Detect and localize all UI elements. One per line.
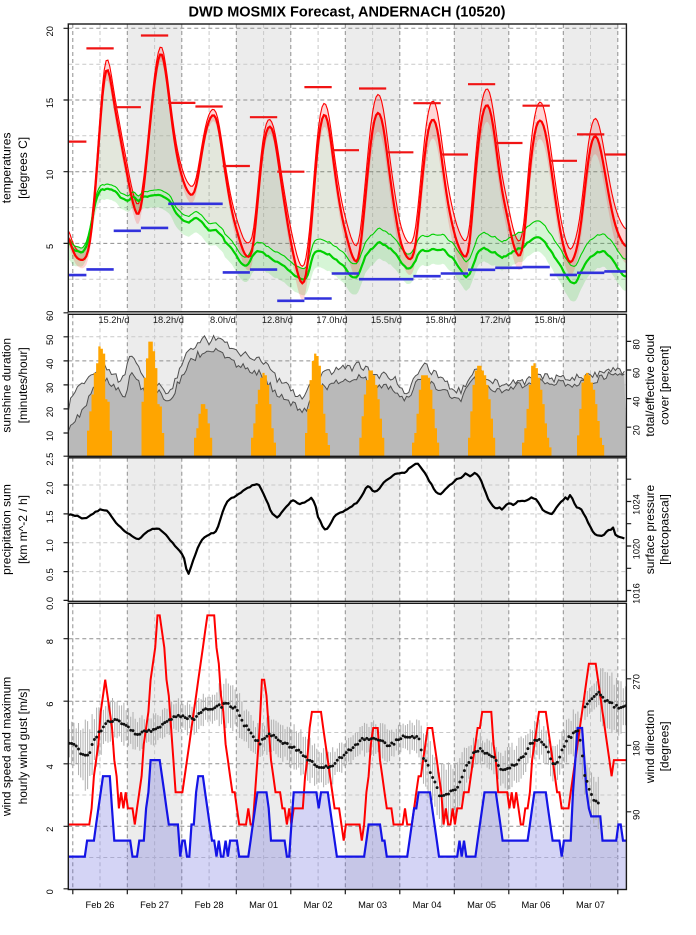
svg-text:[degrees]: [degrees]: [658, 721, 672, 771]
svg-text:0: 0: [45, 889, 55, 894]
svg-text:hourly wind gust [m/s]: hourly wind gust [m/s]: [16, 688, 30, 804]
svg-text:Mar 06: Mar 06: [522, 900, 551, 910]
svg-text:15.8h/d: 15.8h/d: [534, 315, 565, 325]
svg-text:0.0: 0.0: [45, 597, 55, 610]
svg-text:1024: 1024: [632, 494, 642, 515]
svg-text:wind speed and maximum: wind speed and maximum: [0, 677, 14, 817]
svg-text:20: 20: [632, 425, 642, 435]
svg-text:18.2h/d: 18.2h/d: [153, 315, 184, 325]
svg-text:2: 2: [45, 827, 55, 832]
svg-text:2.0: 2.0: [45, 482, 55, 495]
svg-text:270: 270: [632, 674, 642, 690]
svg-text:0.5: 0.5: [45, 568, 55, 581]
svg-text:surface pressure: surface pressure: [643, 484, 657, 574]
svg-text:6: 6: [45, 702, 55, 707]
svg-text:20: 20: [45, 407, 55, 417]
svg-text:80: 80: [632, 339, 642, 349]
svg-text:[degrees C]: [degrees C]: [16, 137, 30, 199]
svg-text:90: 90: [632, 810, 642, 820]
svg-text:20: 20: [45, 26, 55, 36]
svg-text:8: 8: [45, 639, 55, 644]
svg-text:wind direction: wind direction: [643, 710, 657, 784]
svg-text:Mar 01: Mar 01: [249, 900, 278, 910]
svg-text:[km m^-2 / h]: [km m^-2 / h]: [16, 495, 30, 564]
svg-text:12.8h/d: 12.8h/d: [262, 315, 293, 325]
svg-text:10: 10: [45, 170, 55, 180]
svg-text:sunshine duration: sunshine duration: [0, 338, 14, 433]
svg-text:cover [percent]: cover [percent]: [658, 346, 672, 425]
svg-text:4: 4: [45, 764, 55, 769]
svg-text:Mar 02: Mar 02: [304, 900, 333, 910]
svg-text:[minutes/hour]: [minutes/hour]: [16, 347, 30, 423]
svg-text:17.2h/d: 17.2h/d: [480, 315, 511, 325]
svg-text:Feb 28: Feb 28: [195, 900, 224, 910]
svg-text:Feb 26: Feb 26: [86, 900, 115, 910]
svg-text:60: 60: [632, 368, 642, 378]
svg-text:Mar 03: Mar 03: [358, 900, 387, 910]
svg-text:temperatures: temperatures: [0, 133, 14, 204]
svg-text:1.0: 1.0: [45, 539, 55, 552]
svg-text:30: 30: [45, 383, 55, 393]
svg-text:5: 5: [45, 244, 55, 249]
svg-text:40: 40: [45, 359, 55, 369]
svg-text:40: 40: [632, 396, 642, 406]
svg-text:Mar 05: Mar 05: [467, 900, 496, 910]
svg-text:1016: 1016: [632, 583, 642, 604]
svg-text:precipitation sum: precipitation sum: [0, 484, 14, 575]
svg-text:50: 50: [45, 335, 55, 345]
svg-text:1020: 1020: [632, 539, 642, 560]
svg-text:1.5: 1.5: [45, 510, 55, 523]
svg-text:Feb 27: Feb 27: [140, 900, 169, 910]
svg-text:total/effective cloud: total/effective cloud: [643, 334, 657, 437]
svg-text:2.5: 2.5: [45, 453, 55, 466]
svg-text:Mar 07: Mar 07: [576, 900, 605, 910]
svg-text:17.0h/d: 17.0h/d: [316, 315, 347, 325]
svg-text:8.0h/d: 8.0h/d: [210, 315, 236, 325]
svg-text:15.2h/d: 15.2h/d: [98, 315, 129, 325]
svg-text:Mar 04: Mar 04: [413, 900, 442, 910]
svg-text:15: 15: [45, 98, 55, 108]
svg-text:60: 60: [45, 311, 55, 321]
svg-text:DWD MOSMIX Forecast, ANDERNACH: DWD MOSMIX Forecast, ANDERNACH (10520): [189, 5, 506, 21]
svg-text:180: 180: [632, 741, 642, 757]
svg-text:15.8h/d: 15.8h/d: [425, 315, 456, 325]
svg-text:[hetcopascal]: [hetcopascal]: [658, 494, 672, 565]
svg-text:10: 10: [45, 431, 55, 441]
svg-text:15.5h/d: 15.5h/d: [371, 315, 402, 325]
